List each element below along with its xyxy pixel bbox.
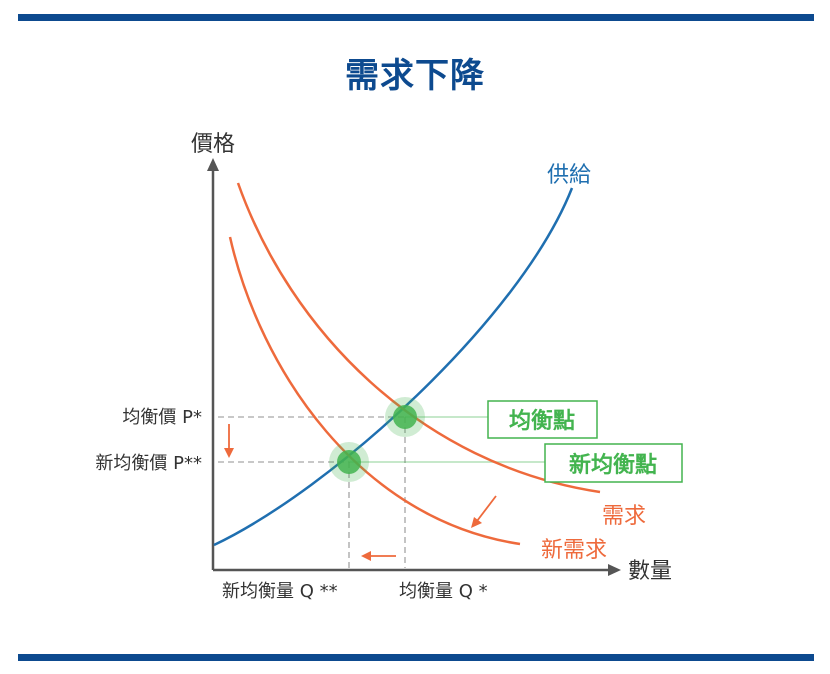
x-axis-label: 數量 [628,559,672,584]
p-star-star-label: 新均衡價 P** [95,453,202,474]
new-demand-label: 新需求 [541,538,607,563]
y-axis-arrow [207,158,219,171]
new-equilibrium-label-box [544,443,683,483]
demand-shift-arrowhead [471,517,482,528]
new-equilibrium-label: 新均衡點 [569,452,657,478]
new-demand-curve [228,236,521,546]
q-star-label: 均衡量 Q * [399,581,488,602]
q-star-star-label: 新均衡量 Q ** [222,581,338,602]
top-divider-bar [18,14,814,21]
p-star-label: 均衡價 P* [122,407,202,428]
new-equilibrium-marker [337,450,361,474]
quantity-drop-arrowhead [361,551,371,561]
page-title: 需求下降 [345,56,485,96]
y-axis-label: 價格 [191,132,235,157]
demand-shift-arrow [476,495,497,522]
supply-label: 供給 [547,163,591,188]
demand-curve [236,182,601,494]
demand-label: 需求 [602,504,646,529]
equilibrium-marker [393,405,417,429]
bottom-divider-bar [18,654,814,661]
equilibrium-label: 均衡點 [509,408,575,434]
x-axis-arrow [608,564,621,576]
supply-curve [213,187,574,547]
equilibrium-label-box [487,400,598,439]
price-drop-arrowhead [224,448,234,458]
